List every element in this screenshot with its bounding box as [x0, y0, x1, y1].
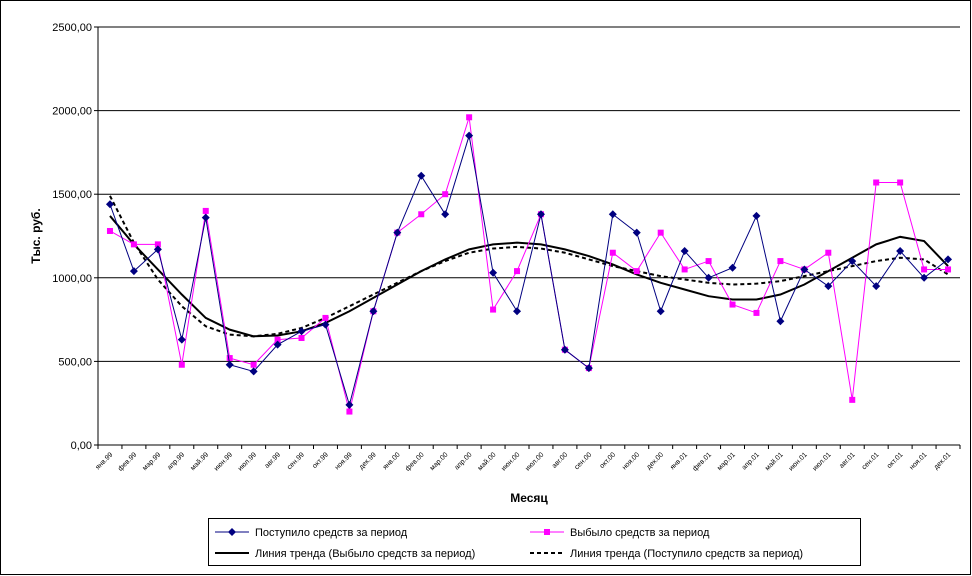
marker: [728, 263, 737, 272]
legend-label: Линия тренда (Поступило средств за перио…: [570, 548, 803, 560]
legend-marker: [544, 529, 550, 535]
marker: [154, 241, 161, 248]
marker: [848, 257, 857, 266]
legend-label: Выбыло средств за период: [570, 527, 710, 539]
series-line: [109, 135, 949, 407]
series-line: [109, 195, 949, 338]
marker: [250, 361, 257, 368]
marker: [225, 360, 234, 369]
marker: [129, 267, 138, 276]
marker: [177, 335, 186, 344]
marker: [465, 131, 474, 140]
y-tick-label: 2500,00: [52, 22, 92, 34]
marker: [513, 307, 522, 316]
marker: [346, 408, 353, 415]
marker: [274, 336, 281, 343]
marker: [442, 191, 449, 198]
x-axis-title: Месяц: [510, 491, 548, 505]
legend-label: Линия тренда (Выбыло средств за период): [255, 548, 475, 560]
y-tick-label: 500,00: [58, 356, 92, 368]
marker: [609, 249, 616, 256]
y-tick-label: 0,00: [71, 440, 92, 452]
marker: [776, 317, 785, 326]
marker: [369, 307, 378, 316]
marker: [322, 314, 329, 321]
series-line: [109, 117, 949, 412]
marker: [560, 345, 569, 354]
marker: [705, 258, 712, 265]
marker: [202, 207, 209, 214]
y-tick-label: 1000,00: [52, 273, 92, 285]
marker: [130, 241, 137, 248]
legend-marker: [228, 528, 236, 536]
marker: [752, 211, 761, 220]
marker: [825, 249, 832, 256]
marker: [897, 179, 904, 186]
marker: [417, 171, 426, 180]
marker: [178, 361, 185, 368]
marker: [633, 268, 640, 275]
legend-label: Поступило средств за период: [255, 527, 408, 539]
marker: [920, 273, 929, 282]
marker: [273, 340, 282, 349]
marker: [896, 247, 905, 256]
marker: [321, 320, 330, 329]
marker: [681, 266, 688, 273]
marker: [800, 265, 809, 274]
marker: [489, 268, 498, 277]
marker: [680, 247, 689, 256]
marker: [872, 282, 881, 291]
marker: [153, 245, 162, 254]
marker: [249, 367, 258, 376]
marker: [297, 327, 306, 336]
y-axis-title: Тыс. руб.: [29, 208, 43, 263]
marker: [608, 210, 617, 219]
marker: [632, 228, 641, 237]
marker: [226, 355, 233, 362]
marker: [656, 307, 665, 316]
legend: [208, 518, 861, 566]
marker: [490, 306, 497, 313]
marker: [466, 114, 473, 121]
marker: [945, 266, 952, 273]
marker: [298, 334, 305, 341]
y-tick-label: 1500,00: [52, 189, 92, 201]
marker: [824, 282, 833, 291]
marker: [441, 210, 450, 219]
marker: [536, 210, 545, 219]
y-tick-label: 2000,00: [52, 106, 92, 118]
marker: [729, 301, 736, 308]
marker: [106, 227, 113, 234]
marker: [849, 396, 856, 403]
marker: [777, 258, 784, 265]
marker: [514, 268, 521, 275]
marker: [345, 400, 354, 409]
marker: [873, 179, 880, 186]
marker: [584, 364, 593, 373]
marker: [921, 266, 928, 273]
marker: [105, 200, 114, 209]
marker: [753, 309, 760, 316]
marker: [418, 211, 425, 218]
marker: [393, 228, 402, 237]
marker: [201, 213, 210, 222]
marker: [944, 255, 953, 264]
marker: [657, 229, 664, 236]
marker: [704, 273, 713, 282]
